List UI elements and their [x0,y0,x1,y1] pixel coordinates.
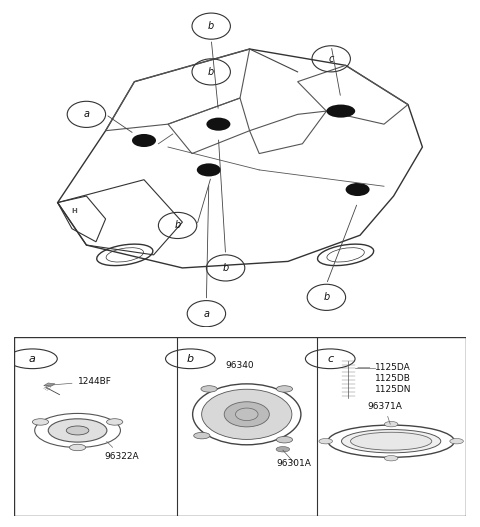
Text: H: H [72,208,77,214]
Ellipse shape [341,430,441,453]
Ellipse shape [206,118,230,131]
Circle shape [32,419,48,425]
Text: a: a [204,309,209,319]
Circle shape [276,446,289,452]
Text: 1125DA: 1125DA [358,363,411,372]
Text: c: c [328,54,334,64]
Text: b: b [323,292,330,302]
Circle shape [319,438,333,444]
Ellipse shape [202,389,292,440]
Circle shape [70,444,86,451]
Circle shape [276,386,293,392]
Text: b: b [208,67,215,77]
Text: b: b [174,220,181,230]
Text: 96340: 96340 [226,362,254,370]
Ellipse shape [197,163,221,177]
Circle shape [384,422,398,427]
Text: 96371A: 96371A [367,402,402,424]
Ellipse shape [346,183,370,196]
FancyBboxPatch shape [14,337,466,516]
Circle shape [48,419,107,442]
Text: c: c [327,354,333,364]
Text: 1125DN: 1125DN [375,385,412,394]
Polygon shape [44,383,55,387]
Circle shape [194,433,210,439]
Text: a: a [84,110,89,119]
Ellipse shape [326,104,355,118]
Circle shape [66,426,89,435]
Text: b: b [208,21,215,31]
Ellipse shape [350,432,432,450]
Text: 1125DB: 1125DB [375,374,411,383]
Text: b: b [222,263,229,273]
Circle shape [107,419,123,425]
Ellipse shape [132,134,156,147]
Circle shape [276,436,293,443]
Text: 96322A: 96322A [105,442,139,461]
Circle shape [384,455,398,461]
Ellipse shape [224,402,269,427]
Ellipse shape [236,408,258,421]
Circle shape [450,438,463,444]
Text: 1244BF: 1244BF [47,377,111,386]
Text: 96301A: 96301A [276,460,312,469]
Circle shape [201,386,217,392]
Text: b: b [187,354,194,364]
Text: a: a [29,354,36,364]
